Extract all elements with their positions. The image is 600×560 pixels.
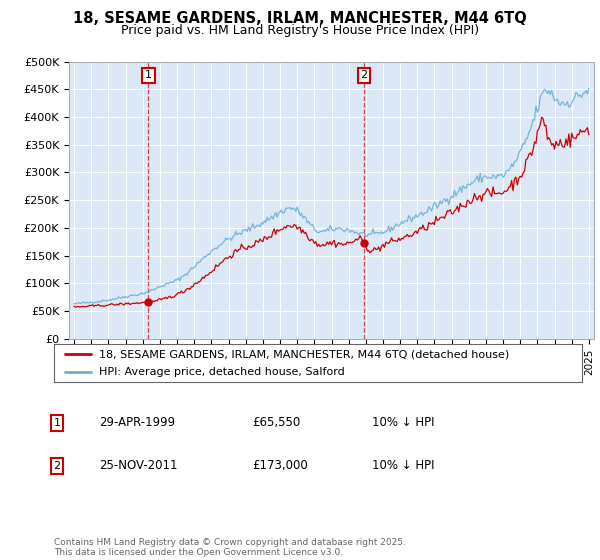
Text: £173,000: £173,000 [252,459,308,473]
Text: 25-NOV-2011: 25-NOV-2011 [99,459,178,473]
Text: 1: 1 [53,418,61,428]
Text: 10% ↓ HPI: 10% ↓ HPI [372,416,434,430]
Text: 2: 2 [53,461,61,471]
Text: Contains HM Land Registry data © Crown copyright and database right 2025.
This d: Contains HM Land Registry data © Crown c… [54,538,406,557]
Text: 10% ↓ HPI: 10% ↓ HPI [372,459,434,473]
Text: 2: 2 [361,71,368,81]
Text: 18, SESAME GARDENS, IRLAM, MANCHESTER, M44 6TQ: 18, SESAME GARDENS, IRLAM, MANCHESTER, M… [73,11,527,26]
Text: Price paid vs. HM Land Registry's House Price Index (HPI): Price paid vs. HM Land Registry's House … [121,24,479,37]
Text: HPI: Average price, detached house, Salford: HPI: Average price, detached house, Salf… [99,367,344,377]
Text: 18, SESAME GARDENS, IRLAM, MANCHESTER, M44 6TQ (detached house): 18, SESAME GARDENS, IRLAM, MANCHESTER, M… [99,349,509,359]
Text: £65,550: £65,550 [252,416,300,430]
Text: 1: 1 [145,71,152,81]
Text: 29-APR-1999: 29-APR-1999 [99,416,175,430]
